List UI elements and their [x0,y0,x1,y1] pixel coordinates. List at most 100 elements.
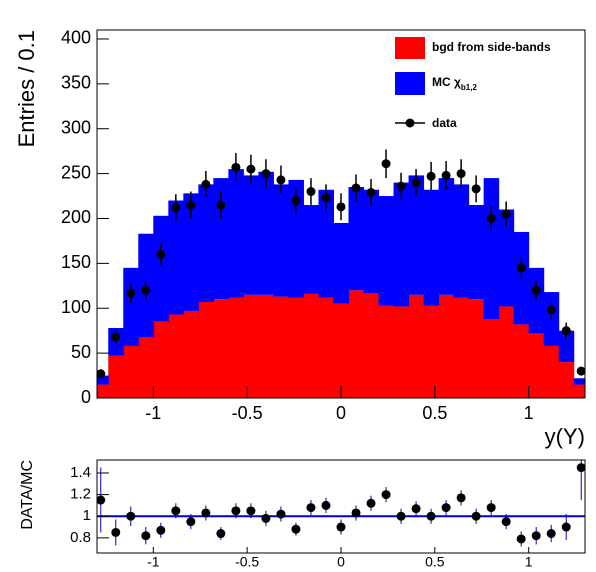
ratio-point [201,508,211,518]
ratio-point [516,534,526,544]
hist-bar [318,297,334,398]
hist-bar [438,178,455,295]
ratio-point [456,493,466,503]
legend-label-main: MC χ [432,75,461,89]
hist-bar [348,187,365,291]
hist-bar [273,184,289,297]
hist-bar [153,215,169,322]
ratio-point [336,522,346,532]
ratio-point [501,517,511,527]
data-point [411,178,421,188]
ratio-point [576,463,585,473]
ratio-point [126,511,136,521]
ratio-point [246,506,256,516]
hist-bar [393,306,410,398]
ratio-point [306,503,316,513]
ratio-point [97,495,106,505]
hist-bar [108,355,124,398]
hist-bar [123,267,139,346]
hist-bar [498,306,515,398]
data-point [501,209,511,219]
data-point [111,332,121,342]
hist-bar [168,314,184,398]
legend-label: MC χb1,2 [432,75,477,92]
hist-bar [228,169,244,298]
ratio-point [441,503,451,513]
legend-swatch [395,37,425,59]
y-tick-label: 400 [61,28,91,48]
main-frame [96,29,586,399]
data-point [216,200,226,210]
hist-bar [183,193,199,311]
y-tick-label: 0.8 [70,529,91,546]
hist-bar [378,305,395,398]
hist-bar [408,294,425,398]
hist-bar [378,196,395,306]
ratio-point [321,500,331,510]
y-axis-title: Entries / 0.1 [14,30,39,147]
data-point [321,193,331,203]
hist-bar [483,178,500,320]
data-point [351,183,361,193]
y-tick-label: 1.2 [70,486,91,503]
y-tick-label: 50 [71,342,91,362]
x-tick-label: -0.5 [235,554,259,570]
hist-bar [513,324,530,398]
y-tick-label: 1 [83,507,91,524]
x-tick-label: 1 [524,403,534,423]
data-point [336,202,346,212]
data-point [426,171,436,181]
hist-bar [528,333,545,398]
ratio-point [291,524,301,534]
data-point [546,305,556,315]
ratio-y-title: DATA/MC [19,460,36,530]
y-tick-label: 150 [61,252,91,272]
hist-bar [303,293,319,398]
legend-label: data [432,116,457,130]
ratio-point [231,506,241,516]
data-point [366,187,376,197]
y-tick-label: 250 [61,162,91,182]
x-tick-label: 0 [336,403,346,423]
ratio-point [531,531,541,541]
hist-bar [273,296,289,398]
hist-bar [258,171,274,295]
hist-bar [438,294,455,398]
hist-bar [423,305,440,398]
x-tick-label: 0.5 [425,554,445,570]
ratio-point [261,513,271,523]
x-axis-title: y(Υ) [545,424,585,449]
ratio-point [186,517,196,527]
hist-bar [393,182,410,307]
hist-bar [348,290,365,398]
ratio-point [216,529,226,539]
hist-bar [333,303,350,398]
x-tick-label: -0.5 [232,403,263,423]
data-point [441,170,451,180]
legend-swatch [395,72,425,95]
ratio-plot [97,460,585,547]
hist-bar [213,299,229,398]
x-tick-label: -1 [145,403,161,423]
data-point [261,169,271,179]
y-tick-label: 300 [61,117,91,137]
hist-bar [288,297,304,398]
data-point [516,263,526,273]
y-tick-label: 1.4 [70,464,91,481]
hist-bar [363,292,380,398]
ratio-point [366,498,376,508]
data-point [186,200,196,210]
hist-bar [303,205,319,294]
ratio-point [546,529,556,539]
ratio-point [396,511,406,521]
data-point [201,179,211,189]
data-point [456,169,466,179]
data-point [561,326,571,336]
data-point [97,369,106,379]
ratio-point [561,522,571,532]
hist-bar [408,175,425,295]
hist-bar [123,345,139,398]
hist-bar [558,362,575,398]
ratio-point [156,525,166,535]
